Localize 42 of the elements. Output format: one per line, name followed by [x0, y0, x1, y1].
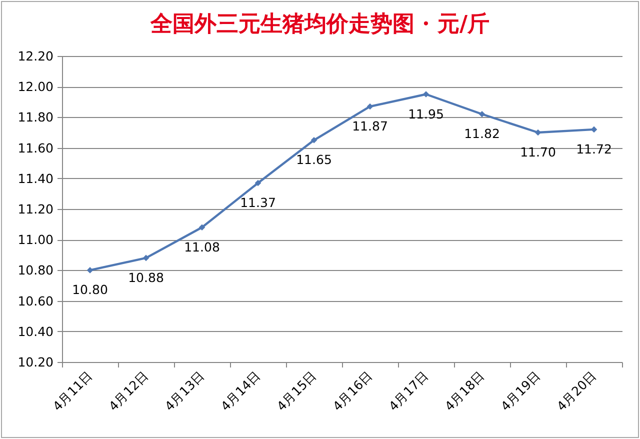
y-tick-label: 10.60 [18, 293, 54, 308]
point [422, 91, 430, 98]
x-tick-label: 4月20日 [554, 368, 600, 414]
x-tick-label: 4月12日 [106, 368, 152, 414]
y-tick-label: 10.40 [18, 324, 54, 339]
data-label: 11.08 [184, 239, 220, 254]
x-tick-label: 4月18日 [442, 368, 488, 414]
data-label: 11.65 [296, 152, 332, 168]
y-tick-label: 10.80 [18, 262, 54, 278]
point [198, 224, 206, 231]
x-tick-label: 4月14日 [218, 368, 264, 414]
point [254, 180, 262, 186]
x-tick-label: 4月11日 [50, 368, 96, 414]
data-label: 11.72 [576, 141, 612, 156]
data-label: 11.70 [520, 144, 556, 160]
y-tick-label: 10.20 [18, 354, 54, 370]
y-tick-label: 11.40 [18, 170, 54, 186]
data-label: 10.88 [128, 270, 164, 285]
point [478, 110, 486, 118]
x-tick-label: 4月17日 [386, 368, 432, 414]
data-label: 11.82 [464, 126, 500, 142]
x-tick-label: 4月19日 [498, 368, 544, 414]
data-label: 11.87 [352, 118, 388, 134]
y-tick-label: 11.00 [18, 232, 54, 248]
point [142, 254, 150, 262]
y-tick-label: 11.20 [18, 202, 54, 216]
y-tick-label: 12.00 [18, 79, 54, 94]
x-tick-label: 4月15日 [274, 368, 320, 414]
x-tick-label: 4月16日 [330, 368, 376, 414]
point [590, 126, 598, 133]
y-tick-label: 11.60 [18, 140, 54, 156]
data-label: 11.95 [408, 106, 444, 122]
point [366, 103, 374, 110]
data-label: 10.80 [72, 282, 108, 298]
data-label: 11.37 [240, 194, 276, 210]
point [534, 129, 542, 136]
x-tick-label: 4月13日 [162, 368, 208, 414]
y-tick-label: 12.20 [18, 48, 54, 64]
y-tick-label: 11.80 [18, 110, 54, 125]
chart-title: 全国外三元生猪均价走势图 · 元/斤 [149, 11, 490, 37]
point [86, 267, 94, 274]
point [310, 136, 318, 144]
